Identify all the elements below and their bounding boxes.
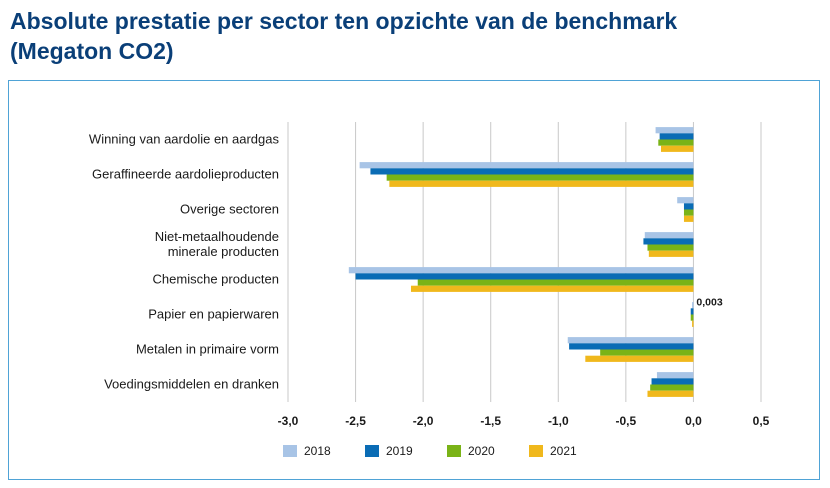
x-tick-label: 0,5 [753,414,770,428]
bar-2018 [567,337,694,344]
bar-2019 [690,308,694,315]
category-label: Overige sectoren [180,202,279,217]
bar-2021 [585,355,694,362]
bar-2018 [359,162,694,169]
category-label: Papier en papierwaren [148,307,279,322]
chart-title-line-2: (Megaton CO2) [10,38,174,64]
chart-frame [8,80,820,480]
bar-2018 [656,372,694,379]
category-label: Chemische producten [153,272,279,287]
legend-label: 2019 [386,444,413,458]
category-label: Geraffineerde aardolieproducten [92,167,279,182]
bar-2021 [660,145,694,152]
bar-2018 [655,127,694,134]
legend-label: 2020 [468,444,495,458]
category-label: Winning van aardolie en aardgas [89,132,280,147]
bar-2020 [647,244,694,251]
bar-2021 [683,215,694,222]
legend-swatch-2019 [365,445,379,457]
category-label: minerale producten [168,244,279,259]
bar-2020 [658,139,694,146]
bar-2020 [690,314,694,321]
bar-2021 [692,320,694,327]
bar-2021 [647,390,694,397]
bar-2020 [650,384,694,391]
bar-2020 [386,174,694,181]
bar-2019 [355,273,694,280]
legend-label: 2021 [550,444,577,458]
data-label: 0,003 [696,296,722,308]
bar-2021 [389,180,694,187]
bar-2019 [643,238,694,245]
bar-2018 [677,197,694,204]
legend-swatch-2021 [529,445,543,457]
chart-title-line-1: Absolute prestatie per sector ten opzich… [10,8,678,34]
bar-2018 [644,232,694,239]
bar-2021 [648,250,694,257]
x-tick-label: -2,5 [345,414,366,428]
legend-swatch-2018 [283,445,297,457]
x-tick-label: -1,5 [480,414,501,428]
x-tick-label: -0,5 [616,414,637,428]
bar-2019 [569,343,694,350]
x-tick-label: -3,0 [278,414,299,428]
x-tick-label: 0,0 [685,414,702,428]
bar-2019 [370,168,694,175]
x-tick-label: -2,0 [413,414,434,428]
bar-2021 [410,285,694,292]
legend-label: 2018 [304,444,331,458]
category-label: Metalen in primaire vorm [136,342,279,357]
chart-title: Absolute prestatie per sector ten opzich… [10,6,820,66]
category-label: Niet-metaalhoudende [155,229,279,244]
bar-2020 [417,279,694,286]
legend-swatch-2020 [447,445,461,457]
bar-2018 [692,302,694,309]
bar-2018 [348,267,694,274]
x-tick-label: -1,0 [548,414,569,428]
bar-2019 [659,133,694,140]
bar-2020 [683,209,694,216]
bar-2020 [600,349,694,356]
category-label: Voedingsmiddelen en dranken [104,377,279,392]
bar-2019 [683,203,694,210]
bar-2019 [651,378,694,385]
